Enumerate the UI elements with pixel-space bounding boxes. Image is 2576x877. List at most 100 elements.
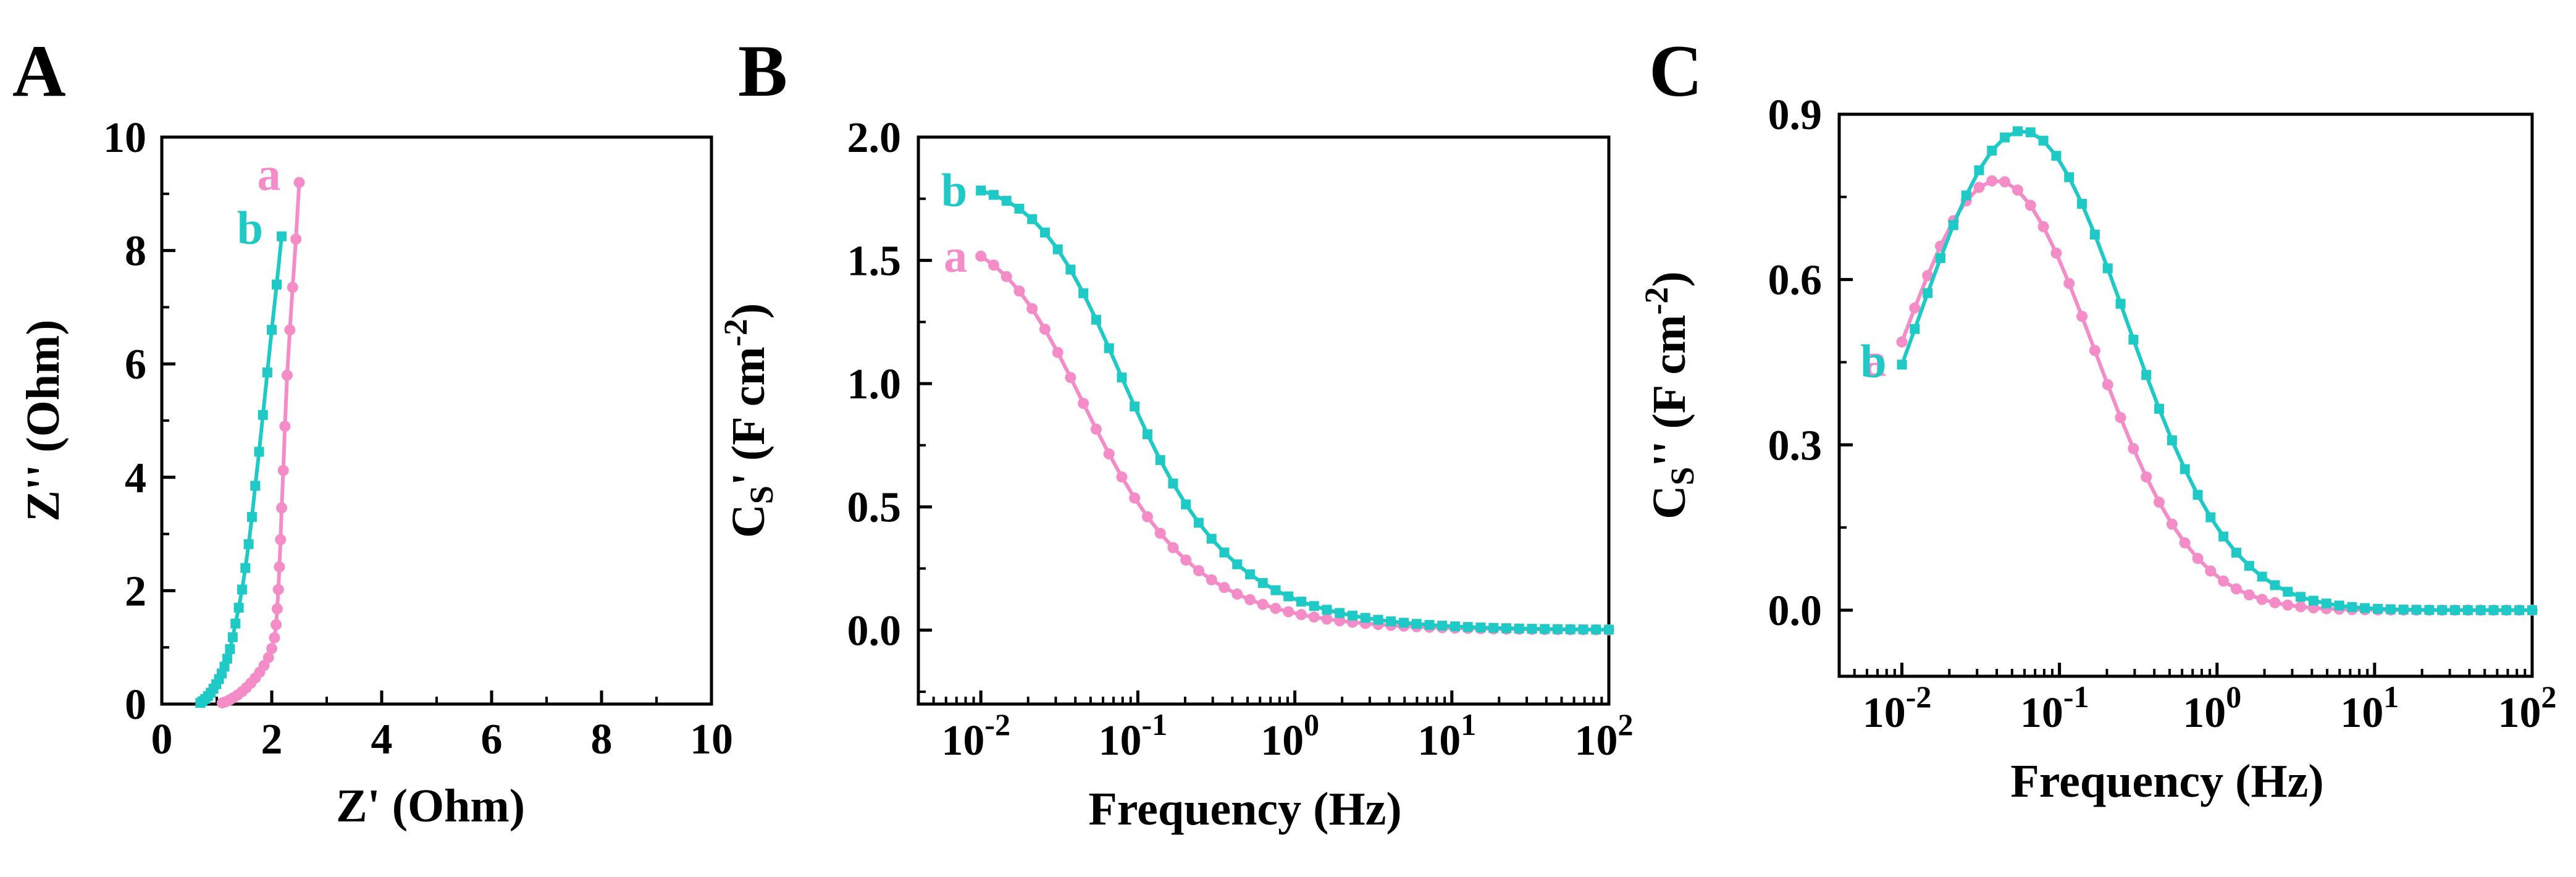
series-line-a [980,254,1609,632]
data-point-b [1527,624,1537,634]
plot-frame [1837,112,2534,678]
data-point-b [237,584,247,595]
data-point-a [1321,613,1333,625]
data-point-b [2141,370,2152,380]
data-point-b [1244,569,1255,579]
data-point-b [1078,288,1089,298]
data-point-a [2115,412,2126,424]
data-point-b [2450,605,2461,615]
data-point-b [2385,604,2396,615]
data-point-b [1424,619,1435,630]
data-point-b [1540,624,1550,634]
data-point-a [2231,583,2242,595]
y-axis-label: Z'' (Ohm) [17,319,69,521]
y-tick-label: 4 [125,455,146,502]
data-point-b [1181,499,1191,510]
data-point-b [1117,372,1127,383]
data-point-a [279,421,291,432]
x-tick-label: 4 [371,716,393,763]
series-label-b: b [1860,335,1886,387]
data-point-a [2179,537,2191,548]
y-tick-label: 10 [103,114,146,162]
data-point-b [2283,587,2293,597]
y-tick-label: 2.0 [847,114,902,162]
data-point-b [1104,343,1114,353]
data-point-a [266,643,277,655]
chart-a: 0 2 4 6 8 10 0 2 4 6 8 10 Z' (Ohm) Z'' (Ohm) ab [17,114,733,832]
data-point-b [1604,624,1614,635]
data-point-a [1219,582,1230,594]
y-tick-label: 0 [125,681,146,729]
data-point-b [1591,624,1601,635]
x-tick-label: 100 [2183,679,2241,737]
data-point-a [2154,497,2165,508]
data-point-b [2089,229,2100,240]
series-label-b: b [941,164,967,216]
data-point-a [1909,302,1921,314]
data-point-a [2076,311,2088,322]
data-point-a [2012,184,2023,196]
data-point-b [1014,203,1025,214]
data-point-b [1987,145,1997,156]
data-point-a [2192,553,2204,564]
data-point-b [2514,605,2525,615]
data-point-b [1910,324,1920,334]
y-axis-label: CS'' (F cm-2) [1638,271,1701,519]
data-point-a [262,652,274,663]
data-point-b [2475,605,2486,615]
data-point-b [1347,610,1357,621]
series-line-a [1900,178,2533,612]
data-point-a [1257,598,1269,610]
data-point-b [2077,198,2087,209]
data-point-a [272,584,284,595]
data-point-b [1168,478,1178,489]
series-label-a: a [944,230,967,282]
data-point-b [2115,298,2126,309]
data-point-b [267,325,277,335]
y-tick-label: 0.0 [1768,587,1823,635]
data-point-b [2270,580,2280,590]
data-point-b [1206,534,1217,544]
y-tick-label: 0.6 [1768,257,1823,304]
data-point-b [2437,605,2448,615]
data-point-b [1948,220,1958,230]
data-point-b [1296,597,1306,607]
data-point-b [2360,603,2370,613]
panel-letter-c: C [1649,30,1703,112]
data-point-b [1027,214,1038,224]
data-point-a [2295,601,2307,613]
y-tick-label: 6 [125,341,146,388]
panel-letter-a: A [12,30,66,112]
data-point-b [1373,615,1383,625]
y-tick-label: 0.3 [1768,422,1823,469]
data-point-b [254,447,264,457]
data-point-b [1360,613,1370,623]
data-point-a [1065,372,1076,384]
data-point-b [2038,135,2049,146]
data-point-a [1154,527,1166,539]
data-point-a [1308,611,1320,623]
data-point-b [227,632,238,642]
y-axis-label: CS' (F cm-2) [717,303,780,538]
data-point-a [1078,398,1089,409]
data-point-b [230,618,241,629]
data-point-b [1501,623,1511,634]
data-point-b [2527,605,2537,615]
data-point-a [1896,336,1908,348]
series-line-b [199,236,284,705]
y-tick-label: 2 [125,568,146,615]
data-point-b [2218,531,2229,542]
x-axis-label: Z' (Ohm) [336,780,525,832]
data-point-a [277,464,289,476]
data-point-a [2166,518,2178,530]
data-point-a [2037,220,2049,232]
data-point-a [1129,492,1141,504]
data-point-b [219,661,230,672]
data-point-b [1039,227,1050,238]
data-point-b [1322,605,1332,615]
data-point-b [1130,401,1140,412]
data-point-b [2012,126,2023,136]
data-point-b [1462,622,1473,632]
data-point-a [2024,199,2036,211]
